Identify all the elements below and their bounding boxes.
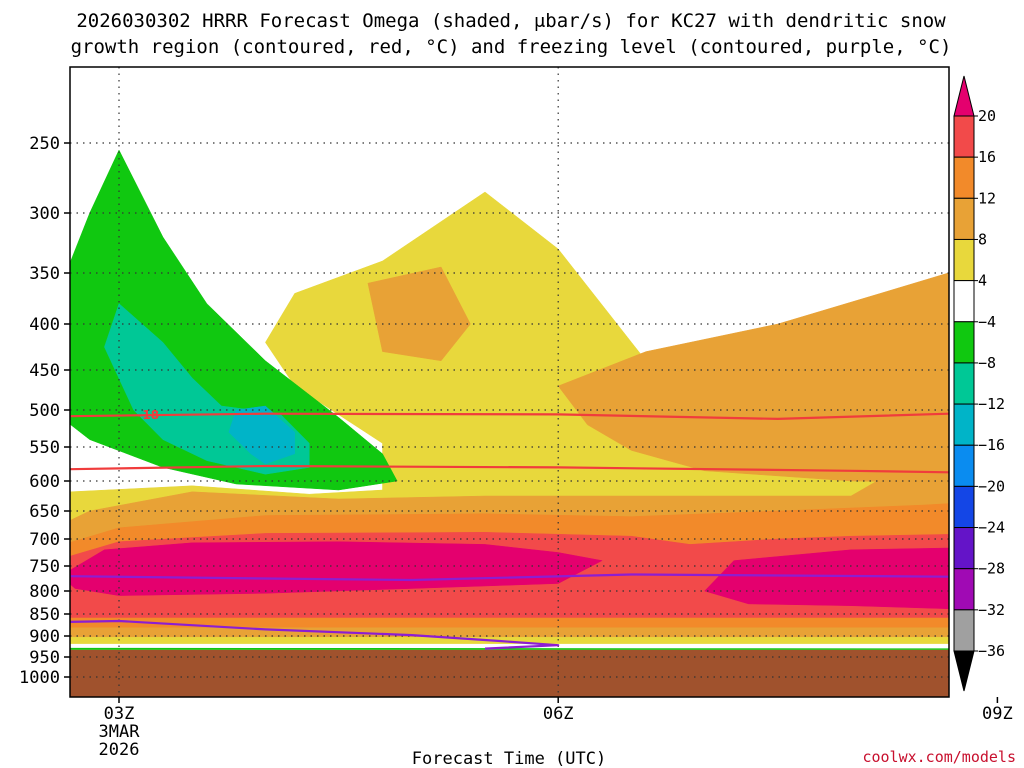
colorbar-box-6 [953,362,975,405]
colorbar-box-8 [953,444,975,487]
ytick-label-350: 350 [29,264,60,284]
colorbar-box-11 [953,568,975,611]
contour-freezing-level-low [70,619,560,650]
omega-region-20-9 [704,547,949,610]
contour-labels: -18-18-18-120 [137,408,159,422]
xtick-label-03Z: 03Z [104,704,135,724]
omega-region-8-4 [367,266,471,362]
ytick-label-700: 700 [29,530,60,550]
contour-lines [70,412,949,650]
ytick-label-400: 400 [29,315,60,335]
omega-region-20-8 [70,541,603,596]
contour-dendritic-top [70,412,949,420]
colorbar-label-13: −36 [978,642,1005,660]
chart-title-line1: 2026030302 HRRR Forecast Omega (shaded, … [76,10,946,32]
x-axis-ticks: 03Z3MAR202606Z09Z12Z15Z18Z [99,697,1013,760]
omega-region-8-3 [557,272,949,483]
ytick-label-950: 950 [29,648,60,668]
x-axis-label: Forecast Time (UTC) [412,749,606,768]
ytick-label-800: 800 [29,582,60,602]
gridlines [70,67,949,697]
colorbar-label-8: −16 [978,436,1005,454]
xtick-label-09Z: 09Z [982,704,1013,724]
contour-dendritic-bottom [70,464,949,474]
xtick-date-day: 3MAR [99,722,141,742]
colorbar-box-12 [953,609,975,652]
colorbar-label-1: 16 [978,148,996,166]
colorbar-box-9 [953,485,975,529]
ytick-label-450: 450 [29,361,60,381]
surface-band-0 [70,647,949,650]
colorbar-label-12: −32 [978,601,1005,619]
colorbar-label-9: −20 [978,477,1005,495]
ytick-label-900: 900 [29,627,60,647]
colorbar-box-3 [953,238,975,282]
omega-region--16-12 [228,405,295,465]
ytick-label-850: 850 [29,605,60,625]
contour-freezing-level [70,573,949,582]
colorbar-box-7 [953,403,975,446]
ground-below-surface [70,649,949,697]
colorbar-label-7: −12 [978,395,1005,413]
colorbar-label-4: 4 [978,272,987,290]
colorbar-box-4 [953,280,975,323]
ytick-label-600: 600 [29,472,60,492]
colorbar-label-10: −24 [978,519,1005,537]
colorbar: 20 16 12 8 4 −4 −8 −12 −16 −20 −24 −28 −32 −36 [953,75,1005,692]
colorbar-box-2 [953,197,975,240]
xtick-date-year: 2026 [99,740,140,760]
colorbar-bottom-arrow [953,650,975,692]
y-axis-ticks: 2503003504004505005506006507007508008509… [19,134,70,688]
plot-frame [69,66,950,698]
plot-area: -18-18-18-120 [70,67,949,697]
xtick-label-06Z: 06Z [543,704,574,724]
chart-title-line2: growth region (contoured, red, °C) and f… [71,36,952,58]
colorbar-label-5: −4 [978,313,996,331]
colorbar-label-0: 20 [978,107,996,125]
colorbar-label-11: −28 [978,560,1005,578]
colorbar-top-arrow [953,75,975,117]
credit-text: coolwx.com/models [862,748,1016,766]
omega-shading [70,149,949,644]
colorbar-box-0 [953,115,975,158]
ytick-label-500: 500 [29,401,60,421]
surface-layer [70,647,949,697]
ytick-label-300: 300 [29,204,60,224]
ytick-label-650: 650 [29,502,60,522]
colorbar-label-3: 8 [978,230,987,248]
ytick-label-250: 250 [29,134,60,154]
colorbar-box-5 [953,321,975,364]
ytick-label-550: 550 [29,438,60,458]
colorbar-label-2: 12 [978,189,996,207]
ytick-label-750: 750 [29,557,60,577]
ytick-label-1000: 1000 [19,668,60,688]
contour-label-0: -18 [137,408,159,422]
colorbar-label-6: −8 [978,354,996,372]
colorbar-box-10 [953,527,975,570]
colorbar-box-1 [953,156,975,199]
